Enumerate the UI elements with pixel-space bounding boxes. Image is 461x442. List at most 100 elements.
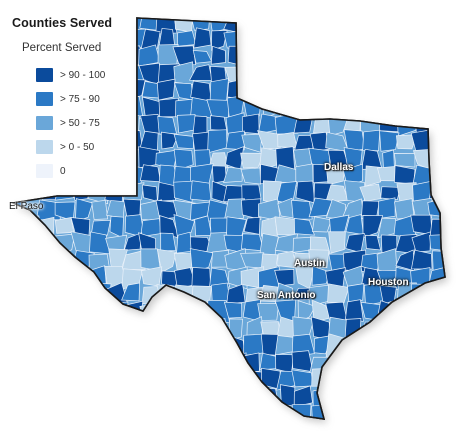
county-polygon (259, 233, 279, 256)
county-polygon (364, 385, 381, 404)
county-polygon (429, 147, 445, 170)
county-polygon (174, 350, 197, 373)
county-polygon (394, 18, 417, 32)
county-polygon (394, 165, 416, 185)
county-polygon (342, 81, 366, 103)
county-polygon (429, 283, 445, 307)
county-polygon (447, 406, 461, 423)
county-polygon (55, 319, 76, 340)
county-polygon (395, 134, 418, 150)
county-polygon (430, 352, 445, 374)
county-polygon (245, 29, 264, 49)
county-polygon (174, 318, 194, 341)
county-polygon (107, 386, 126, 405)
county-polygon (240, 152, 265, 169)
county-polygon (243, 78, 263, 97)
county-polygon (7, 421, 25, 442)
county-polygon (379, 130, 400, 152)
county-polygon (329, 420, 350, 440)
county-polygon (359, 183, 382, 202)
county-polygon (20, 316, 41, 340)
county-polygon (209, 401, 226, 419)
county-polygon (72, 355, 93, 374)
county-polygon (327, 80, 345, 101)
county-polygon (449, 165, 461, 181)
county-polygon (361, 63, 381, 86)
county-polygon (257, 303, 280, 321)
county-polygon (141, 369, 160, 387)
county-polygon (70, 302, 95, 321)
county-polygon (415, 424, 428, 439)
county-polygon (292, 44, 312, 68)
county-polygon (143, 420, 162, 441)
county-polygon (142, 335, 162, 357)
county-polygon (37, 384, 59, 406)
county-polygon (275, 78, 299, 103)
county-polygon (71, 385, 95, 407)
county-polygon (37, 300, 61, 321)
county-polygon (274, 18, 295, 35)
county-polygon (160, 317, 179, 338)
county-polygon (327, 283, 350, 303)
county-polygon (432, 402, 445, 419)
county-polygon (412, 303, 433, 319)
county-polygon (13, 166, 27, 188)
county-polygon (346, 368, 364, 390)
county-polygon (243, 333, 265, 356)
county-polygon (257, 46, 277, 69)
county-polygon (13, 98, 24, 120)
county-polygon (55, 418, 76, 419)
county-polygon (291, 287, 314, 301)
county-polygon (342, 28, 366, 50)
county-polygon (140, 352, 161, 373)
county-polygon (13, 355, 25, 373)
county-polygon (347, 283, 365, 304)
county-polygon (364, 333, 384, 356)
county-polygon (55, 369, 78, 388)
county-polygon (274, 216, 298, 236)
county-polygon (173, 180, 194, 203)
county-polygon (309, 131, 330, 153)
county-polygon (13, 303, 23, 320)
county-polygon (275, 61, 299, 86)
county-polygon (430, 96, 445, 116)
county-polygon (411, 95, 435, 116)
county-polygon (13, 184, 24, 203)
county-polygon (446, 198, 461, 218)
county-polygon (277, 132, 298, 149)
county-polygon (206, 384, 231, 404)
county-polygon (13, 285, 27, 305)
county-polygon (446, 386, 461, 405)
county-polygon (93, 351, 107, 373)
county-polygon (309, 420, 329, 440)
county-polygon (106, 334, 128, 358)
county-polygon (123, 232, 143, 251)
county-polygon (109, 148, 125, 168)
county-polygon (379, 78, 396, 102)
county-polygon (361, 200, 380, 217)
county-polygon (244, 370, 265, 388)
county-polygon (105, 96, 129, 120)
county-polygon (345, 61, 362, 86)
county-polygon (20, 252, 40, 272)
county-polygon (71, 270, 95, 290)
county-polygon (193, 27, 212, 49)
county-polygon (226, 367, 247, 386)
legend-subtitle: Percent Served (22, 42, 102, 54)
county-polygon (364, 234, 382, 251)
county-polygon (90, 318, 108, 341)
county-polygon (451, 48, 461, 66)
county-polygon (158, 421, 177, 441)
county-polygon (274, 268, 295, 287)
county-polygon (157, 116, 177, 135)
county-polygon (429, 62, 445, 86)
county-polygon (429, 28, 445, 51)
county-polygon (90, 299, 110, 324)
county-polygon (365, 165, 382, 187)
county-polygon (41, 316, 57, 341)
county-polygon (326, 370, 345, 387)
county-polygon (393, 403, 414, 419)
county-polygon (311, 46, 333, 65)
county-polygon (54, 182, 75, 201)
